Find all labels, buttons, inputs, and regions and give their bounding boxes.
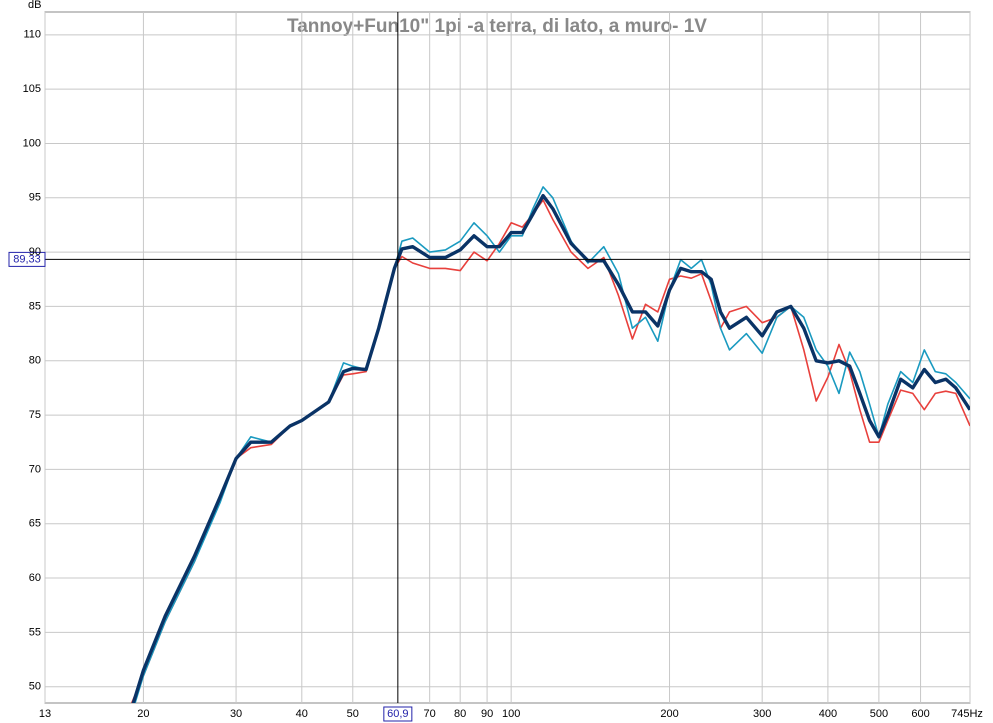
cursor-x-label: 60,9	[387, 708, 408, 720]
x-tick-label: 50	[347, 708, 359, 720]
cursor-x-box	[383, 706, 413, 722]
y-tick-label: 105	[23, 83, 41, 95]
grid	[44, 12, 971, 703]
chart-title: Tannoy+Fun10" 1pi -a terra, di lato, a m…	[287, 16, 707, 37]
plot-frame	[44, 11, 971, 704]
x-tick-label: 90	[481, 708, 493, 720]
x-tick-label: 40	[296, 708, 308, 720]
y-tick-label: 50	[29, 681, 41, 693]
x-tick-label: 745Hz	[951, 708, 983, 720]
x-tick-label: 30	[230, 708, 242, 720]
y-tick-label: 65	[29, 518, 41, 530]
cursor-y-label: 89,33	[13, 253, 41, 265]
y-tick-label: 70	[29, 463, 41, 475]
x-tick-label: 200	[660, 708, 678, 720]
y-axis-label: dB	[28, 0, 41, 11]
x-tick-label: 20	[137, 708, 149, 720]
y-tick-label: 110	[23, 29, 41, 41]
cursor-y-box	[8, 251, 46, 267]
x-tick-label: 500	[870, 708, 888, 720]
x-tick-label: 80	[454, 708, 466, 720]
y-tick-label: 80	[29, 355, 41, 367]
series-line	[131, 193, 970, 703]
x-tick-label: 13	[39, 708, 51, 720]
y-tick-label: 85	[29, 300, 41, 312]
x-tick-label: 100	[502, 708, 520, 720]
lines	[130, 186, 970, 703]
x-tick-label: 300	[753, 708, 771, 720]
cursor: 60,9 89,33	[8, 12, 970, 722]
x-tick-label: 600	[911, 708, 929, 720]
y-tick-label: 95	[29, 192, 41, 204]
x-tick-label: 400	[819, 708, 837, 720]
x-tick-label: 70	[424, 708, 436, 720]
y-tick-label: 55	[29, 626, 41, 638]
y-tick-label: 100	[23, 137, 41, 149]
y-tick-label: 60	[29, 572, 41, 584]
y-tick-label: 90	[29, 246, 41, 258]
y-tick-label: 75	[29, 409, 41, 421]
